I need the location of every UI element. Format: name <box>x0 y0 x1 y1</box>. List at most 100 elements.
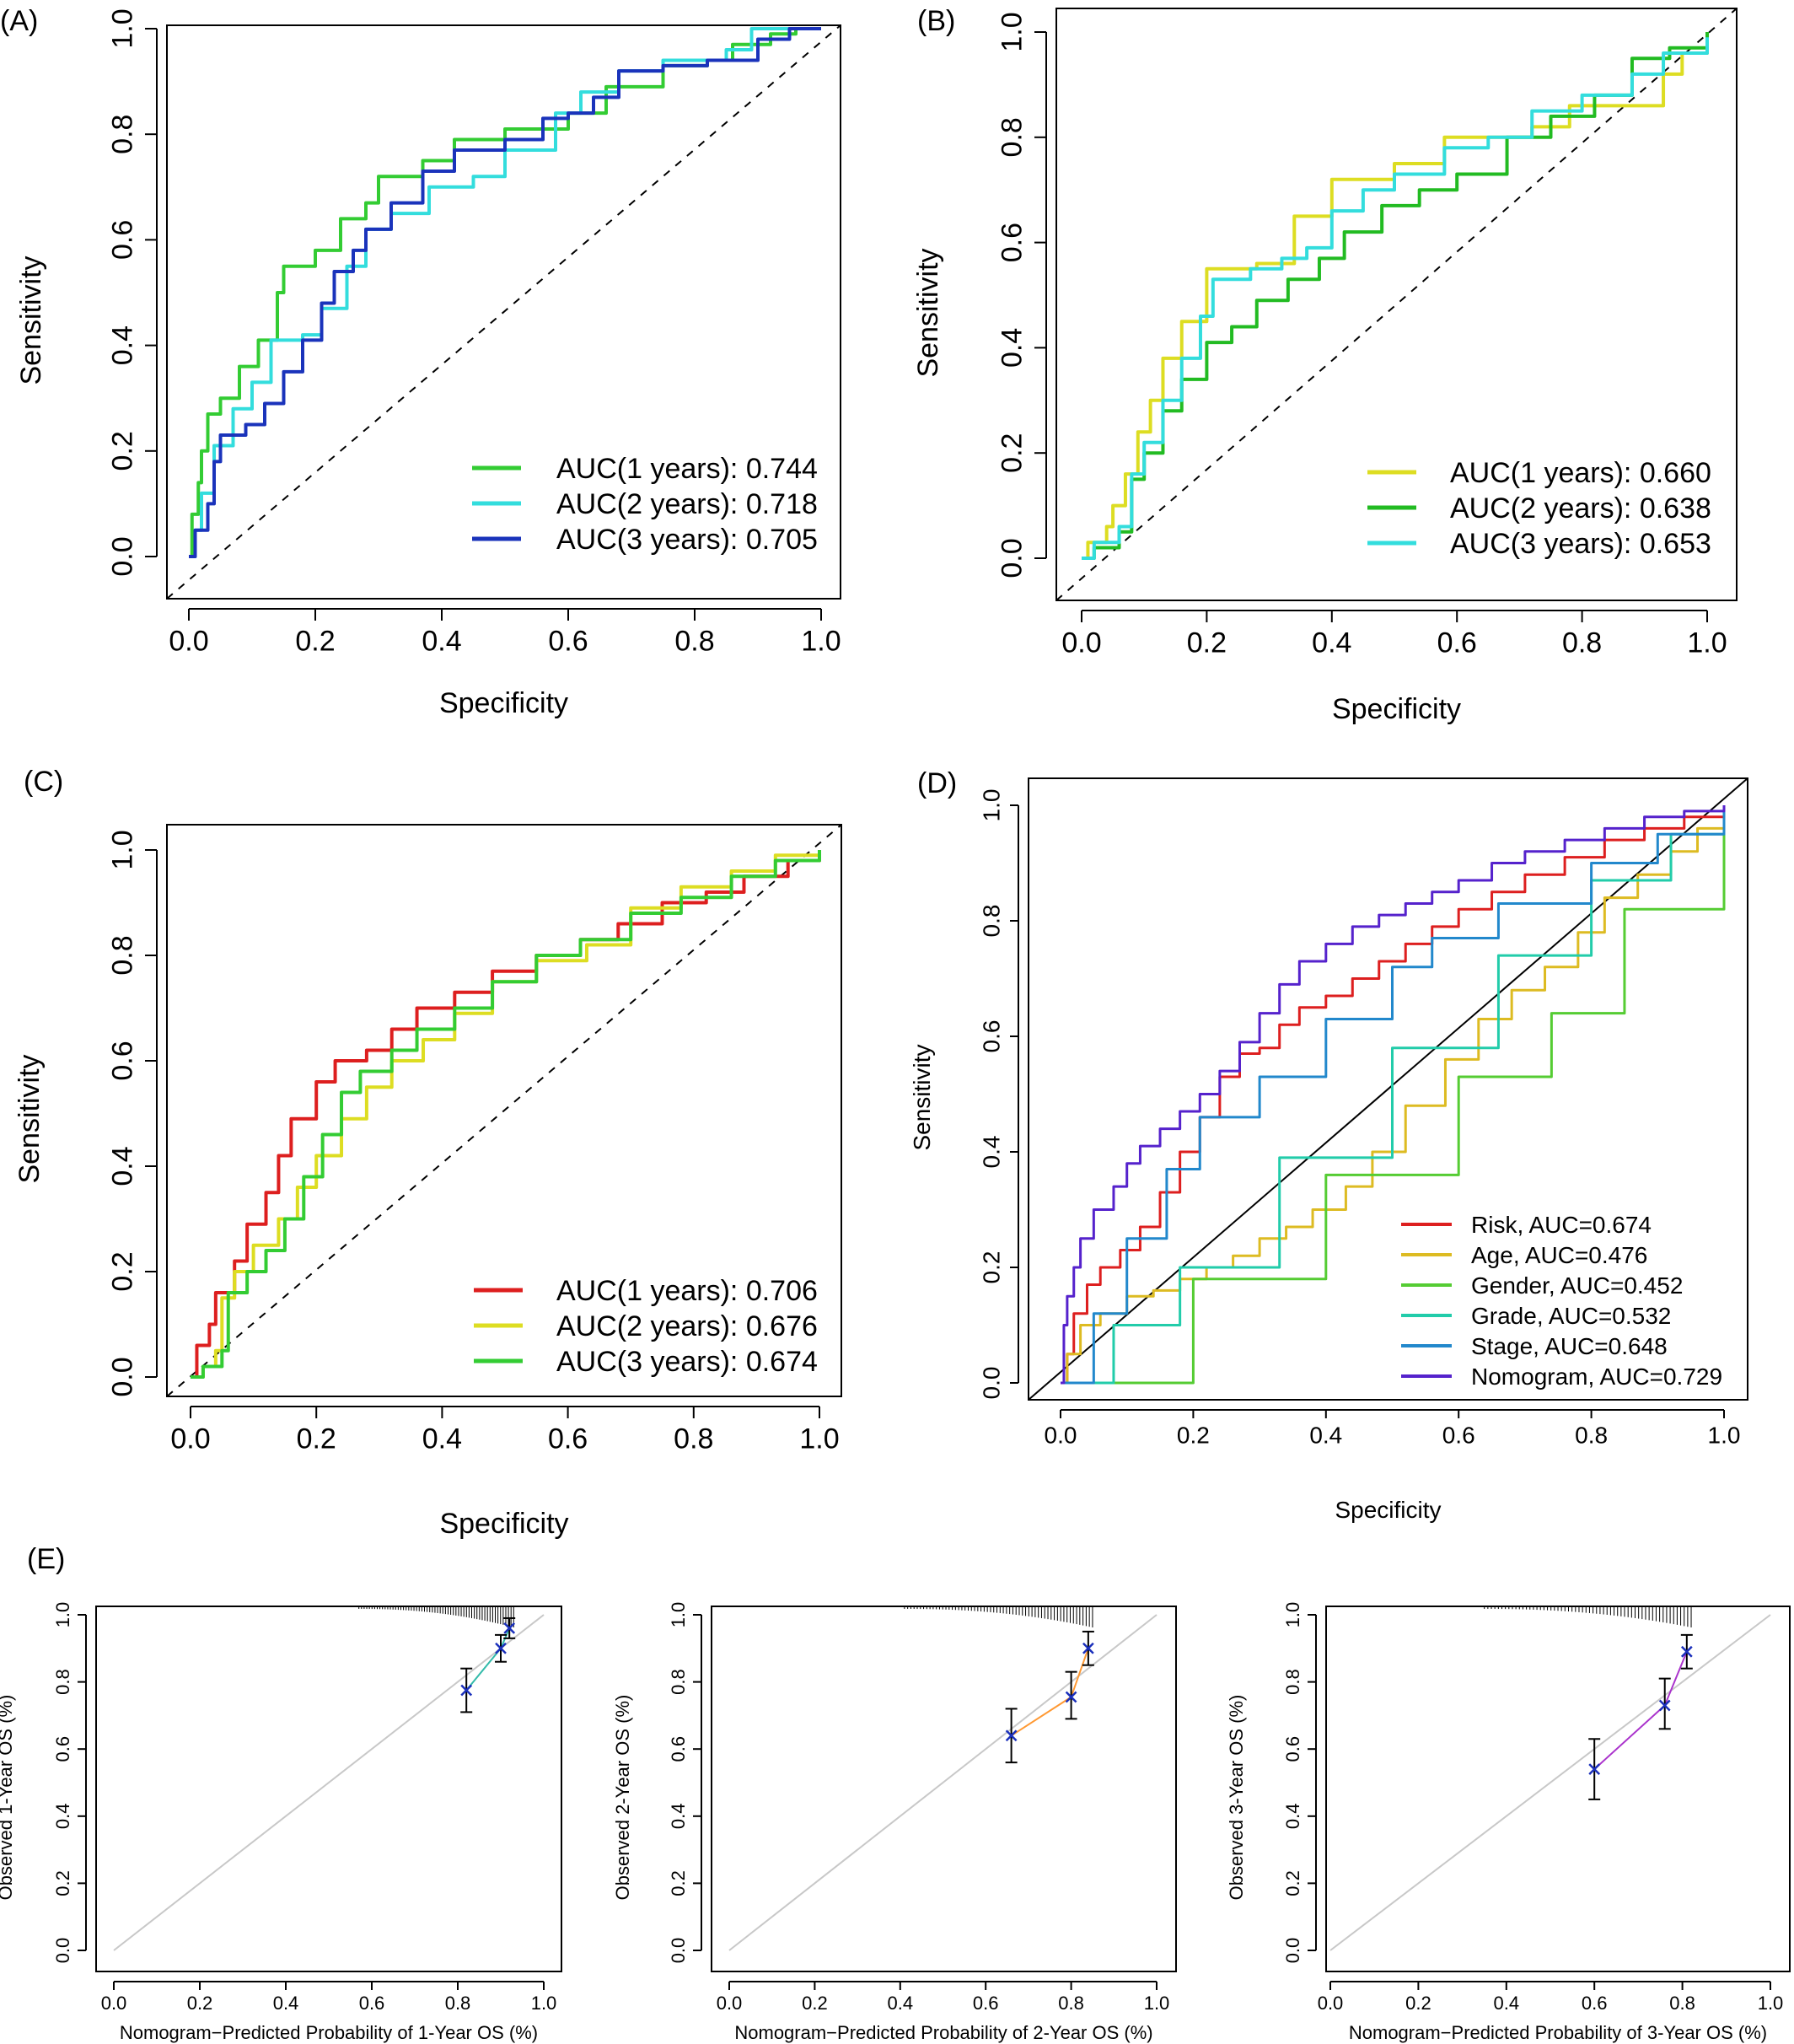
y-tick-label: 0.0 <box>52 1938 73 1964</box>
y-tick-label: 0.2 <box>978 1251 1004 1284</box>
x-tick-label: 1.0 <box>1144 1993 1170 2014</box>
x-tick-label: 0.6 <box>359 1993 385 2014</box>
point-stroke <box>1658 1699 1671 1712</box>
reference-diagonal <box>166 824 842 1397</box>
x-tick-label: 0.2 <box>1177 1422 1210 1448</box>
panel-7: 0.0 0.2 0.4 0.6 0.8 1.0 0.0 0.2 0.4 0.6 0.8 1.0 Nomo… <box>1226 1602 1791 2043</box>
point-stroke <box>460 1684 473 1697</box>
panel-5: (E) 0.0 0.2 0.4 0.6 0.8 1.0 0.0 0.2 0.4 0.6 0.8 1.0 N… <box>0 1543 562 2043</box>
y-tick-label: 0.4 <box>1282 1804 1303 1830</box>
roc-curve-4 <box>1061 805 1726 1385</box>
y-tick-label: 0.8 <box>978 905 1004 938</box>
calibration-line <box>1593 1651 1688 1770</box>
rug-marks <box>1484 1606 1692 1627</box>
legend-entry: AUC(3 years): 0.705 <box>556 524 818 556</box>
roc-curve-3 <box>189 27 821 558</box>
x-tick-label: 0.4 <box>273 1993 299 2014</box>
x-axis-label: Nomogram−Predicted Probability of 3-Year… <box>1349 2022 1767 2043</box>
roc-curve-3 <box>1061 805 1726 1385</box>
y-axis-label: Observed 2-Year OS (%) <box>612 1695 633 1901</box>
legend-entry: Age, AUC=0.476 <box>1471 1242 1647 1268</box>
legend-entry: Risk, AUC=0.674 <box>1471 1212 1652 1238</box>
y-tick-label: 0.6 <box>107 1041 139 1080</box>
reference-diagonal <box>166 24 841 600</box>
calibration-line <box>1011 1648 1089 1737</box>
y-tick-label: 1.0 <box>107 830 139 869</box>
y-tick-label: 0.0 <box>107 1357 139 1396</box>
plot-frame <box>1325 1606 1791 1972</box>
y-tick-label: 1.0 <box>978 789 1004 822</box>
x-axis-label: Nomogram−Predicted Probability of 2-Year… <box>734 2022 1152 2043</box>
panel-label: (C) <box>24 766 63 798</box>
y-tick-label: 0.6 <box>1282 1736 1303 1762</box>
x-tick-label: 0.6 <box>1582 1993 1608 2014</box>
x-tick-label: 0.2 <box>187 1993 213 2014</box>
x-tick-label: 0.6 <box>548 1423 588 1455</box>
y-tick-label: 0.6 <box>107 220 139 260</box>
legend-entry: Nomogram, AUC=0.729 <box>1471 1364 1722 1390</box>
plot-frame <box>711 1606 1177 1972</box>
y-tick-label: 0.6 <box>668 1736 689 1762</box>
legend-entry: Gender, AUC=0.452 <box>1471 1272 1683 1299</box>
x-tick-label: 0.0 <box>1061 627 1101 659</box>
legend-entry: AUC(3 years): 0.674 <box>556 1346 818 1378</box>
y-axis-label: Sensitivity <box>15 256 47 385</box>
x-axis-label: Specificity <box>1335 1497 1441 1523</box>
y-axis-label: Observed 3-Year OS (%) <box>1226 1695 1247 1901</box>
y-tick-label: 1.0 <box>996 12 1029 51</box>
roc-curve-3 <box>1082 37 1709 560</box>
x-tick-label: 0.8 <box>1058 1993 1084 2014</box>
point-stroke <box>1680 1645 1693 1658</box>
y-tick-label: 0.2 <box>52 1870 73 1896</box>
rug-marks <box>904 1606 1093 1627</box>
calibration-point <box>1065 1691 1077 1703</box>
panel-3: (C) 0.0 0.2 0.4 0.6 0.8 1.0 0.0 0.2 0.4 0.6 0.8 1.0 S… <box>13 766 842 1540</box>
roc-curve-5 <box>1061 805 1726 1385</box>
y-tick-label: 0.4 <box>668 1804 689 1830</box>
legend-entry: AUC(2 years): 0.676 <box>556 1310 818 1342</box>
y-tick-label: 0.4 <box>52 1804 73 1830</box>
y-tick-label: 0.2 <box>996 433 1029 473</box>
roc-curve-6 <box>1061 805 1726 1385</box>
y-axis-label: Sensitivity <box>912 248 944 377</box>
x-tick-label: 0.0 <box>1318 1993 1344 2014</box>
y-tick-label: 1.0 <box>52 1602 73 1628</box>
x-tick-label: 1.0 <box>1708 1422 1741 1448</box>
calibration-point <box>1588 1763 1601 1775</box>
y-tick-label: 0.8 <box>1282 1669 1303 1695</box>
y-tick-label: 0.4 <box>978 1136 1004 1169</box>
point-stroke <box>1588 1763 1601 1775</box>
x-tick-label: 0.8 <box>445 1993 471 2014</box>
legend-entry: Grade, AUC=0.532 <box>1471 1303 1671 1329</box>
x-tick-label: 0.2 <box>1187 627 1227 659</box>
x-tick-label: 0.6 <box>1442 1422 1475 1448</box>
x-tick-label: 1.0 <box>531 1993 557 2014</box>
point-stroke <box>1005 1729 1018 1742</box>
x-tick-label: 0.0 <box>170 1423 210 1455</box>
y-tick-label: 1.0 <box>1282 1602 1303 1628</box>
panel-label: (A) <box>0 5 38 37</box>
x-tick-label: 1.0 <box>801 626 841 658</box>
panel-label: (B) <box>917 5 955 37</box>
x-tick-label: 0.2 <box>802 1993 828 2014</box>
calibration-point <box>495 1642 507 1654</box>
point-stroke <box>503 1622 516 1634</box>
legend: Risk, AUC=0.674 Age, AUC=0.476 Gender, AUC… <box>1401 1212 1722 1390</box>
x-tick-label: 0.4 <box>1494 1993 1520 2014</box>
y-tick-label: 0.4 <box>107 325 139 365</box>
x-tick-label: 0.8 <box>1562 627 1602 659</box>
y-tick-label: 1.0 <box>668 1602 689 1628</box>
x-tick-label: 0.2 <box>1405 1993 1431 2014</box>
calibration-point <box>1680 1645 1693 1658</box>
y-tick-label: 0.2 <box>107 431 139 471</box>
rug-marks <box>358 1606 514 1627</box>
x-tick-label: 0.2 <box>295 626 335 658</box>
panel-1: (A) 0.0 0.2 0.4 0.6 0.8 1.0 0.0 0.2 0.4 0.6 0.8 1.0 S… <box>0 5 841 719</box>
x-tick-label: 0.0 <box>717 1993 743 2014</box>
legend-entry: AUC(1 years): 0.706 <box>556 1275 818 1307</box>
roc-curve-2 <box>1082 32 1709 560</box>
x-axis-label: Nomogram−Predicted Probability of 1-Year… <box>120 2022 538 2043</box>
